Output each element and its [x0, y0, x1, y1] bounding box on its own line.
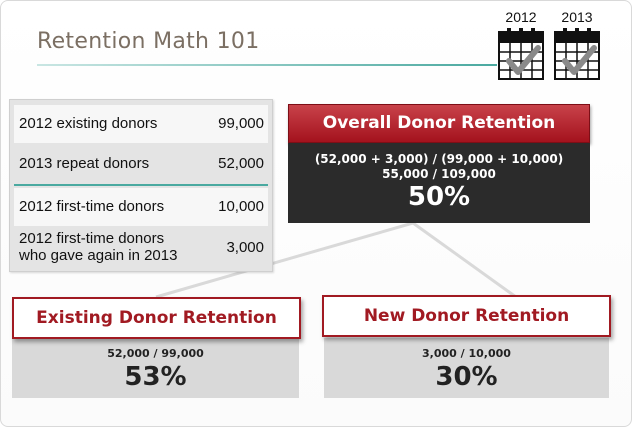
new-formula: 3,000 / 10,000 [422, 347, 511, 360]
overall-result: 50% [407, 182, 471, 212]
overall-retention-title: Overall Donor Retention [288, 104, 590, 143]
overall-formula: (52,000 + 3,000) / (99,000 + 10,000) [314, 152, 564, 166]
new-result: 30% [435, 362, 498, 392]
calendar-2012: 2012 [498, 9, 544, 81]
row-value: 52,000 [218, 155, 264, 172]
donor-data-table: 2012 existing donors 99,000 2013 repeat … [9, 99, 273, 272]
existing-formula: 52,000 / 99,000 [107, 347, 204, 360]
row-label: 2012 first-time donors [19, 198, 165, 215]
overall-retention-box: (52,000 + 3,000) / (99,000 + 10,000) 55,… [288, 143, 590, 223]
table-row: 2012 existing donors 99,000 [14, 105, 268, 143]
connector-to-existing [155, 221, 414, 299]
new-retention-title: New Donor Retention [322, 295, 611, 337]
row-label-line1: 2012 first-time donors [19, 230, 165, 247]
table-row: 2012 first-time donors 10,000 [14, 188, 268, 226]
row-value: 3,000 [226, 239, 264, 256]
overall-formula-simplified: 55,000 / 109,000 [382, 167, 496, 181]
calendar-2013: 2013 [554, 9, 600, 81]
calendar-check-icon [554, 28, 600, 80]
table-row: 2012 first-time donors who gave again in… [14, 227, 268, 267]
table-divider [14, 184, 268, 186]
slide-title: Retention Math 101 [37, 29, 260, 54]
row-label-line2: who gave again in 2013 [19, 247, 178, 264]
existing-retention-box: 52,000 / 99,000 53% [12, 338, 299, 398]
row-label: 2012 existing donors [19, 115, 158, 132]
existing-retention-title: Existing Donor Retention [12, 297, 301, 339]
calendar-check-icon [498, 28, 544, 80]
row-value: 99,000 [218, 115, 264, 132]
calendar-year-label: 2012 [505, 9, 537, 25]
existing-result: 53% [124, 362, 187, 392]
title-underline [37, 64, 497, 66]
new-retention-box: 3,000 / 10,000 30% [324, 338, 609, 398]
calendar-year-label: 2013 [561, 9, 593, 25]
connector-to-new [412, 221, 517, 299]
row-label: 2013 repeat donors [19, 155, 150, 172]
table-row: 2013 repeat donors 52,000 [14, 144, 268, 182]
row-value: 10,000 [218, 198, 264, 215]
